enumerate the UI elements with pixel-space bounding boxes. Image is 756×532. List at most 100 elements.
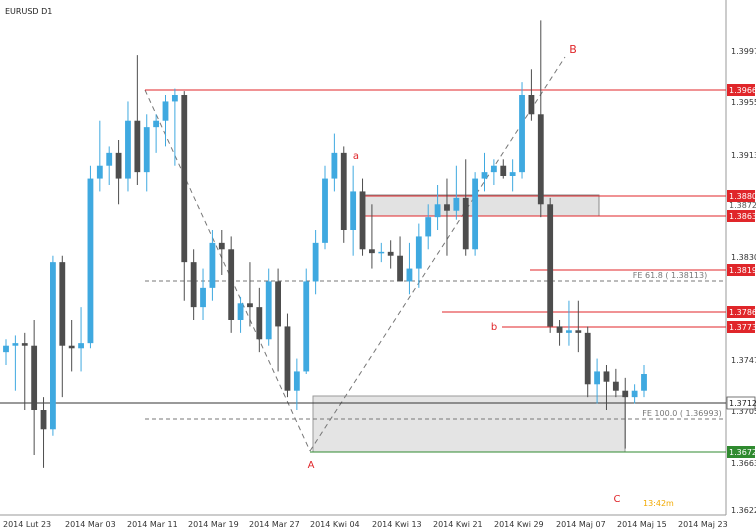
bear-candle[interactable] (528, 95, 535, 115)
bear-candle[interactable] (359, 191, 366, 250)
wave-line-high-to-a[interactable] (144, 89, 311, 452)
bull-candle[interactable] (425, 217, 432, 237)
bull-candle[interactable] (594, 371, 600, 385)
bear-candle[interactable] (115, 152, 122, 179)
bull-candle[interactable] (153, 120, 160, 128)
x-tick-label: 2014 Mar 27 (249, 520, 300, 529)
bear-candle[interactable] (256, 307, 263, 340)
support-zone[interactable] (312, 395, 626, 453)
bull-candle[interactable] (519, 95, 525, 173)
bear-candle[interactable] (40, 410, 47, 430)
bull-candle[interactable] (293, 371, 300, 391)
bear-candle[interactable] (218, 242, 225, 250)
bull-candle[interactable] (237, 303, 244, 320)
bull-candle[interactable] (631, 390, 638, 398)
bull-candle[interactable] (312, 242, 319, 282)
resistance-zone[interactable] (362, 194, 600, 217)
bear-candle[interactable] (612, 381, 619, 391)
level-tag-bg (727, 210, 755, 222)
x-tick-label: 2014 Mar 03 (65, 520, 116, 529)
bear-candle[interactable] (134, 120, 141, 173)
level-tag-bg (727, 264, 755, 276)
level-tag: 1.36721 (729, 448, 756, 457)
bull-candle[interactable] (453, 197, 460, 211)
y-tick-label: 1.38305 (731, 253, 756, 262)
x-tick-label: 2014 Maj 07 (556, 520, 606, 529)
bull-candle[interactable] (3, 345, 9, 353)
y-tick-label: 1.39138 (731, 151, 756, 160)
bull-candle[interactable] (125, 120, 131, 179)
bear-candle[interactable] (397, 255, 403, 282)
bull-candle[interactable] (322, 178, 328, 243)
bull-candle[interactable] (106, 152, 113, 166)
bull-candle[interactable] (12, 343, 19, 346)
bear-candle[interactable] (575, 330, 582, 333)
bull-candle[interactable] (331, 152, 338, 179)
bear-candle[interactable] (275, 281, 281, 327)
x-tick-label: 2014 Mar 11 (127, 520, 178, 529)
bear-candle[interactable] (547, 204, 554, 327)
bull-candle[interactable] (209, 242, 216, 288)
bull-candle[interactable] (415, 236, 422, 269)
bull-candle[interactable] (434, 204, 441, 218)
candles-group (3, 20, 647, 468)
bull-candle[interactable] (143, 127, 150, 173)
x-tick-label: 2014 Lut 23 (3, 520, 51, 529)
bear-candle[interactable] (284, 326, 291, 391)
bear-candle[interactable] (462, 197, 469, 250)
bull-candle[interactable] (87, 178, 94, 344)
bear-candle[interactable] (622, 390, 629, 398)
bear-candle[interactable] (68, 345, 75, 349)
price-axis: 1.39973 1.39558 1.39138 1.38305 1.37471 … (731, 47, 756, 515)
bear-candle[interactable] (537, 114, 544, 205)
bear-candle[interactable] (247, 303, 253, 308)
bear-candle[interactable] (444, 204, 450, 211)
y-tick-label: 1.39558 (731, 98, 756, 107)
bear-candle[interactable] (556, 326, 563, 333)
bull-candle[interactable] (641, 374, 647, 391)
bear-candle[interactable] (340, 152, 347, 230)
bull-candle[interactable] (200, 287, 206, 308)
bear-candle[interactable] (584, 332, 591, 385)
bull-candle[interactable] (162, 101, 169, 121)
bear-candle[interactable] (603, 371, 610, 382)
bull-candle[interactable] (509, 172, 516, 176)
bull-candle[interactable] (472, 178, 479, 250)
bull-candle[interactable] (481, 172, 488, 179)
x-tick-label: 2014 Mar 19 (188, 520, 239, 529)
wave-label-b: b (491, 322, 497, 333)
level-tag-bg (727, 84, 755, 96)
bear-candle[interactable] (31, 345, 38, 410)
level-tag-bg (727, 190, 755, 202)
bull-candle[interactable] (303, 281, 310, 372)
bull-candle[interactable] (378, 251, 385, 254)
fe-100-label: FE 100.0 ( 1.36993) (642, 409, 722, 418)
bull-candle[interactable] (96, 165, 103, 179)
bull-candle[interactable] (171, 95, 178, 102)
bull-candle[interactable] (78, 343, 84, 349)
time-axis: 2014 Lut 23 2014 Mar 03 2014 Mar 11 2014… (3, 520, 728, 529)
bear-candle[interactable] (181, 95, 188, 263)
bear-candle[interactable] (387, 251, 394, 256)
current-price-tag-bg (726, 396, 756, 410)
bear-candle[interactable] (190, 262, 197, 308)
bull-candle[interactable] (350, 191, 357, 230)
bull-candle[interactable] (50, 262, 56, 430)
bull-candle[interactable] (406, 268, 413, 282)
bull-candle[interactable] (490, 165, 497, 173)
bear-candle[interactable] (228, 249, 235, 320)
bull-candle[interactable] (265, 281, 272, 340)
bull-candle[interactable] (566, 330, 572, 333)
bear-candle[interactable] (500, 165, 507, 176)
wave-label-a: a (353, 151, 359, 162)
bear-candle[interactable] (59, 262, 66, 346)
bear-candle[interactable] (369, 249, 375, 254)
level-tag-bg (727, 446, 755, 458)
bear-candle[interactable] (21, 343, 28, 346)
